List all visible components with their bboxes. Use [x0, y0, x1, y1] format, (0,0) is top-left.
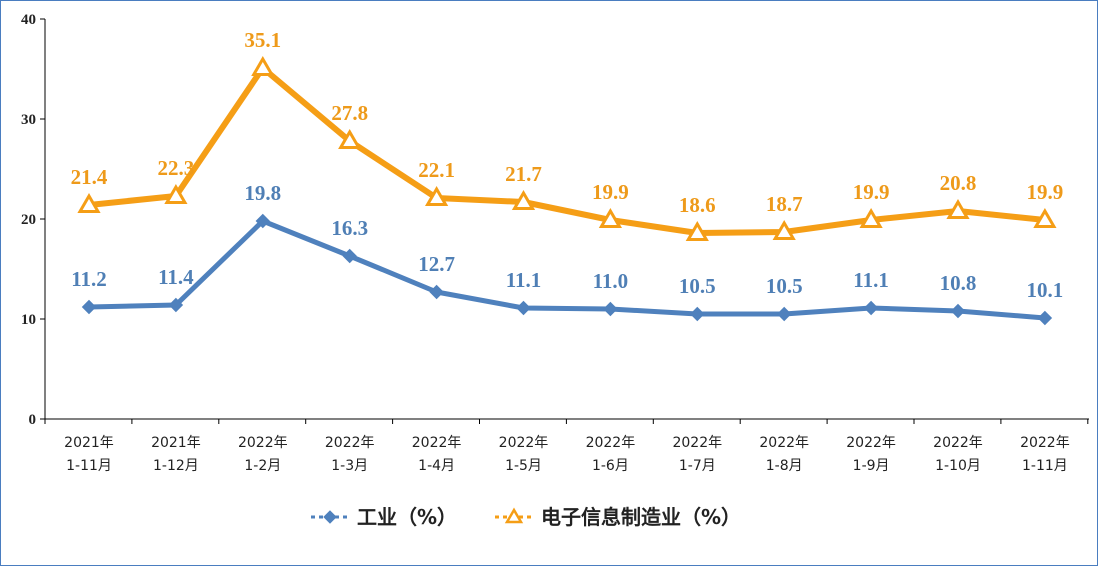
- x-tick-label-period: 1-5月: [505, 458, 542, 474]
- x-tick-label-period: 1-4月: [418, 458, 455, 474]
- data-label-electronics: 35.1: [244, 28, 281, 52]
- data-label-industry: 11.4: [158, 265, 194, 289]
- x-tick-label-year: 2022年: [238, 435, 288, 451]
- x-tick-label-period: 1-3月: [331, 458, 368, 474]
- x-tick-label-year: 2022年: [586, 435, 636, 451]
- data-label-electronics: 22.1: [418, 158, 455, 182]
- y-tick-label: 30: [21, 112, 36, 128]
- x-tick-label-period: 1-2月: [244, 458, 281, 474]
- data-point-electronics: [424, 186, 449, 206]
- data-point-electronics: [1033, 208, 1057, 228]
- data-label-electronics: 19.9: [1027, 180, 1064, 204]
- x-tick-label-year: 2021年: [151, 435, 201, 451]
- x-tick-label-year: 2022年: [499, 435, 549, 451]
- data-label-industry: 11.0: [593, 269, 629, 293]
- x-tick-label-year: 2022年: [672, 435, 722, 451]
- data-label-industry: 11.1: [506, 268, 542, 292]
- data-point-electronics: [685, 221, 709, 241]
- x-tick-label-period: 1-11月: [1022, 458, 1068, 474]
- legend-marker-triangle-icon: [504, 507, 524, 524]
- data-point-electronics: [946, 199, 970, 219]
- data-label-industry: 10.5: [679, 274, 716, 298]
- x-tick-label-period: 1-10月: [935, 458, 981, 474]
- series-line-industry: [86, 218, 1048, 321]
- data-label-industry: 16.3: [331, 216, 368, 240]
- data-point-industry: [255, 213, 271, 229]
- data-label-electronics: 18.7: [766, 192, 803, 216]
- x-tick-label-period: 1-9月: [853, 458, 890, 474]
- y-tick-label: 40: [21, 12, 36, 28]
- data-point-industry: [81, 299, 97, 315]
- data-label-electronics: 18.6: [679, 193, 716, 217]
- x-tick-label-year: 2022年: [325, 435, 375, 451]
- data-point-electronics: [859, 208, 883, 228]
- data-point-electronics: [164, 184, 188, 204]
- series-line-electronics: [86, 65, 1048, 236]
- data-label-industry: 10.1: [1027, 278, 1064, 302]
- data-label-industry: 11.1: [853, 268, 889, 292]
- data-point-industry: [342, 248, 357, 264]
- y-tick-label: 0: [29, 412, 37, 428]
- x-tick-label-period: 1-11月: [66, 458, 112, 474]
- data-label-electronics: 22.3: [158, 156, 195, 180]
- data-point-industry: [776, 306, 792, 322]
- data-label-industry: 11.2: [71, 267, 107, 291]
- data-point-industry: [1037, 310, 1053, 326]
- data-label-electronics: 21.7: [505, 162, 542, 186]
- x-tick-label-period: 1-8月: [766, 458, 803, 474]
- data-point-industry: [950, 303, 966, 319]
- data-point-industry: [516, 300, 531, 316]
- legend-marker-diamond-icon: [323, 510, 337, 524]
- data-point-electronics: [598, 208, 623, 228]
- data-point-electronics: [772, 220, 796, 240]
- legend-label-electronics: 电子信息制造业（%）: [541, 505, 741, 529]
- data-point-industry: [429, 284, 444, 300]
- data-label-electronics: 19.9: [592, 180, 629, 204]
- x-tick-label-year: 2022年: [1020, 435, 1070, 451]
- data-point-industry: [603, 301, 618, 317]
- data-point-electronics: [511, 190, 536, 210]
- data-point-industry: [690, 306, 705, 322]
- data-label-electronics: 20.8: [940, 171, 977, 195]
- data-label-electronics: 21.4: [71, 165, 108, 189]
- data-label-industry: 10.8: [940, 271, 977, 295]
- x-tick-label-year: 2022年: [412, 435, 462, 451]
- x-tick-label-year: 2022年: [846, 435, 896, 451]
- x-tick-label-year: 2021年: [64, 435, 114, 451]
- data-point-electronics: [251, 56, 275, 76]
- data-label-industry: 10.5: [766, 274, 803, 298]
- x-tick-label-period: 1-12月: [153, 458, 199, 474]
- data-point-electronics: [77, 193, 101, 213]
- x-tick-label-period: 1-6月: [592, 458, 629, 474]
- data-label-industry: 19.8: [244, 181, 281, 205]
- x-tick-label-period: 1-7月: [679, 458, 716, 474]
- data-label-electronics: 19.9: [853, 180, 890, 204]
- x-tick-label-year: 2022年: [759, 435, 809, 451]
- data-point-electronics: [338, 129, 362, 149]
- data-label-electronics: 27.8: [331, 101, 368, 125]
- x-tick-label-year: 2022年: [933, 435, 983, 451]
- y-tick-label: 10: [21, 312, 36, 328]
- data-point-industry: [863, 300, 879, 316]
- y-tick-label: 20: [21, 212, 36, 228]
- legend-label-industry: 工业（%）: [357, 505, 457, 529]
- data-point-industry: [168, 297, 184, 313]
- data-label-industry: 12.7: [418, 252, 455, 276]
